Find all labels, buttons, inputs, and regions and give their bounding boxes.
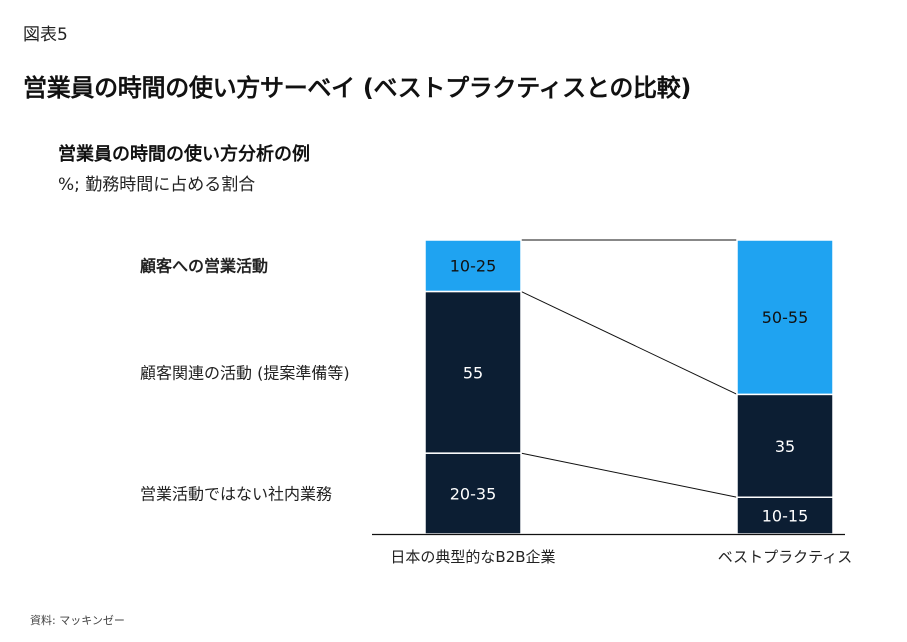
chart-subtitle: %; 勤務時間に占める割合	[58, 175, 256, 195]
connector-line	[520, 452, 738, 498]
figure-label: 図表5	[23, 25, 68, 45]
x-category-label: ベストプラクティス	[718, 548, 852, 566]
bar-segment	[424, 239, 522, 293]
main-title: 営業員の時間の使い方サーベイ (ベストプラクティスとの比較)	[23, 74, 692, 102]
data-label: 55	[463, 363, 483, 382]
data-label: 10-25	[450, 257, 497, 276]
bar-segment	[424, 452, 522, 535]
bar-segment	[736, 393, 834, 499]
series-label: 顧客への営業活動	[140, 257, 268, 276]
data-label: 10-15	[762, 507, 809, 526]
connector-line	[520, 290, 738, 395]
bar-segment	[736, 239, 834, 396]
connector-lines	[520, 239, 738, 498]
bar-stack: 20-35 55 10-25	[424, 239, 522, 535]
chart-title: 営業員の時間の使い方分析の例	[58, 144, 310, 165]
data-label: 20-35	[450, 485, 497, 504]
x-category-label: 日本の典型的なB2B企業	[390, 548, 555, 566]
data-label: 50-55	[762, 308, 809, 327]
source-note: 資料: マッキンゼー	[30, 614, 125, 627]
series-label: 顧客関連の活動 (提案準備等)	[140, 363, 350, 382]
series-label: 営業活動ではない社内業務	[140, 485, 332, 504]
bar-stack: 10-15 35 50-55	[736, 239, 834, 535]
data-label: 35	[775, 437, 795, 456]
bar-segment	[424, 290, 522, 454]
